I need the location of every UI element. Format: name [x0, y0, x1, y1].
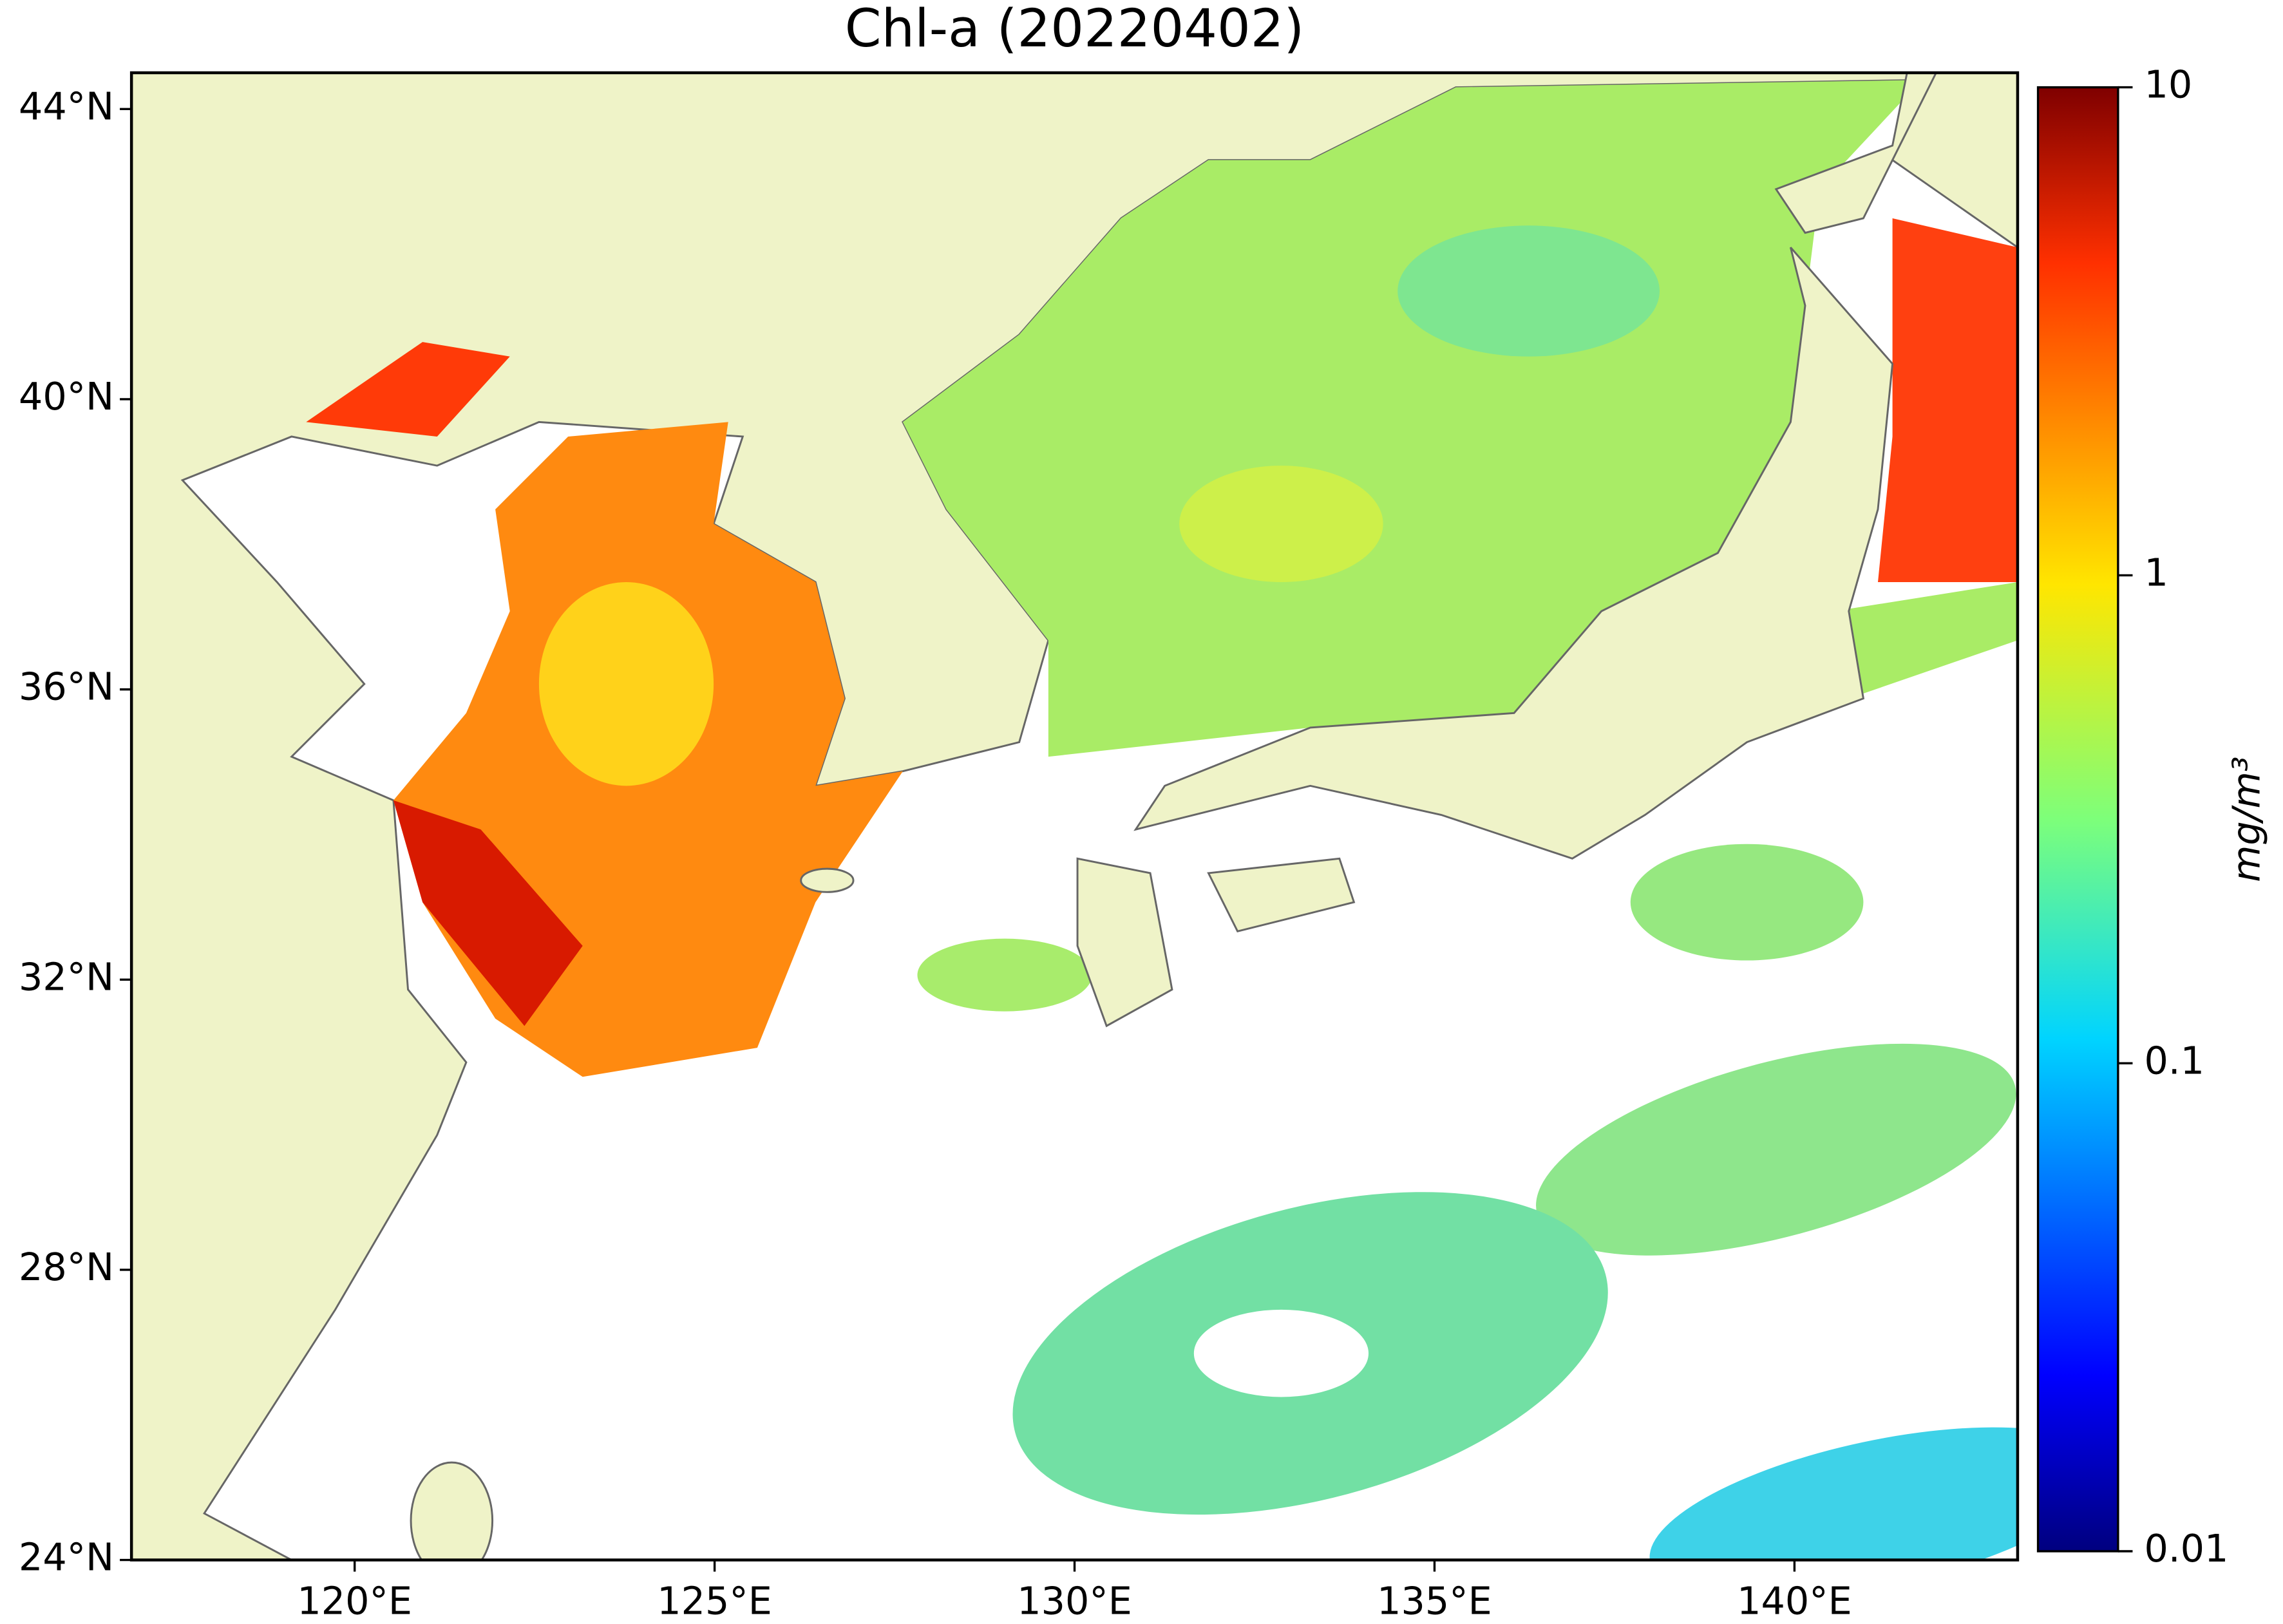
- colorbar-tick-label: 0.01: [2145, 1526, 2229, 1571]
- chl-patch: [1397, 225, 1660, 357]
- chl-patch: [538, 581, 714, 786]
- colorbar-tick-label: 10: [2145, 62, 2193, 107]
- map-title: Chl-a (20220402): [845, 0, 1305, 59]
- chl-patch: [1536, 1043, 2016, 1256]
- chl-pacific-north: [1877, 218, 2018, 582]
- y-tick-label: 24°N: [19, 1535, 114, 1580]
- chl-bohai: [306, 342, 510, 437]
- jeju: [800, 867, 855, 893]
- x-tick-label: 130°E: [1017, 1578, 1132, 1623]
- map-area: [131, 72, 2018, 1560]
- colorbar-tick-label: 1: [2145, 551, 2168, 595]
- y-tick-label: 44°N: [19, 84, 114, 128]
- y-tick-label: 36°N: [19, 665, 114, 709]
- x-tick-label: 125°E: [657, 1578, 772, 1623]
- shikoku: [1207, 857, 1356, 933]
- chl-patch: [1179, 466, 1383, 582]
- kyushu: [1076, 857, 1173, 1028]
- y-tick-label: 32°N: [19, 954, 114, 999]
- cloud-gap: [1193, 1309, 1369, 1397]
- colorbar-label: mg/m³: [2224, 757, 2268, 882]
- colorbar-tick-label: 0.1: [2145, 1038, 2204, 1082]
- honshu: [1133, 247, 1894, 860]
- chl-sea-of-japan: [902, 80, 1922, 757]
- chl-patch: [917, 938, 1092, 1012]
- chl-patch: [1630, 844, 1864, 961]
- y-tick-label: 28°N: [19, 1245, 114, 1289]
- x-tick-label: 120°E: [297, 1578, 412, 1623]
- y-tick-label: 40°N: [19, 374, 114, 419]
- taiwan: [410, 1461, 494, 1560]
- x-tick-label: 135°E: [1377, 1578, 1492, 1623]
- x-tick-label: 140°E: [1737, 1578, 1852, 1623]
- chl-patch: [1834, 581, 2018, 699]
- chl-yangtze: [393, 800, 583, 1026]
- chl-patch: [1649, 1427, 2018, 1560]
- hokkaido: [1774, 72, 1938, 234]
- colorbar: [2036, 86, 2119, 1553]
